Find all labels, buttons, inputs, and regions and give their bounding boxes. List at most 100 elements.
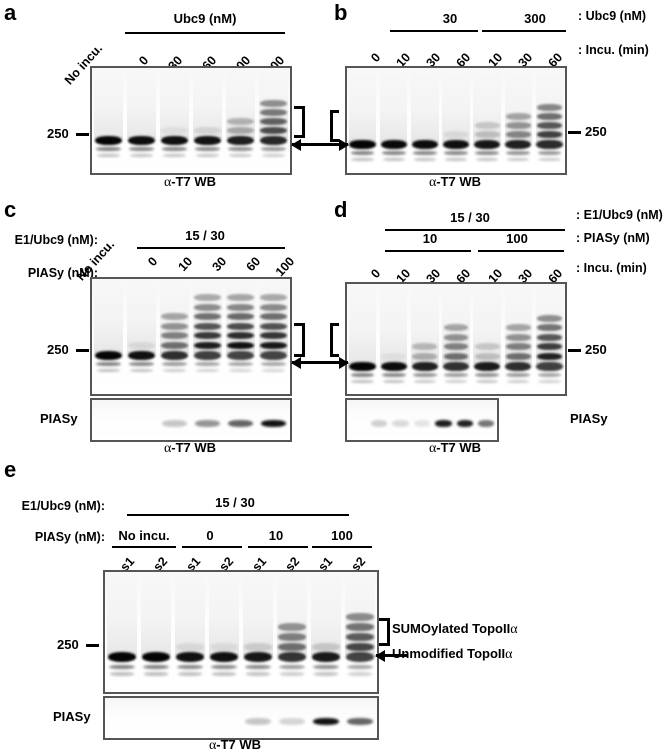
panel-letter-d: d: [334, 197, 348, 222]
gel-lane: [409, 68, 440, 173]
gel-lane: [139, 572, 173, 692]
unmodified-band-lower: [211, 664, 237, 669]
unmodified-band-lower: [444, 150, 468, 155]
panel-d-gel: [345, 282, 567, 396]
sumoylated-band: [443, 352, 469, 360]
gel-lane: [347, 68, 378, 173]
sumoylated-band: [505, 122, 531, 130]
sumoylated-band: [260, 294, 287, 302]
panel-d-mw-label: 250: [585, 342, 607, 357]
unmodified-band-tail: [177, 672, 203, 676]
piasy-lane: [347, 400, 368, 440]
lane-smear: [175, 574, 205, 655]
panel-e-annot-sumo-text: SUMOylated TopoII: [392, 621, 511, 636]
sumoylated-band: [346, 612, 374, 621]
unmodified-band-tail: [129, 153, 154, 157]
sumoylated-band: [346, 632, 374, 641]
unmodified-band-tail: [261, 368, 286, 372]
panel-a-wb-text: -T7 WB: [171, 174, 217, 189]
sumoylated-band: [260, 313, 287, 321]
panel-c-piasy-gel: [90, 398, 292, 442]
unmodified-band-lower: [109, 664, 135, 669]
panel-e-wb-text: -T7 WB: [216, 737, 262, 752]
piasy-lane: [224, 400, 257, 440]
lane-smear: [535, 70, 564, 142]
unmodified-band: [474, 139, 501, 149]
sumoylated-band: [505, 343, 531, 351]
lane-smear: [411, 286, 439, 364]
panel-d-group-line-1: [478, 250, 564, 252]
panel-e-group-line-top: [127, 514, 349, 516]
lane-smear: [442, 286, 470, 364]
panel-d-mw-dash: [568, 349, 581, 352]
gel-lane: [158, 279, 191, 394]
unmodified-band: [193, 350, 222, 360]
panel-e-piasy-label: PIASy: [53, 709, 91, 724]
unmodified-band-tail: [351, 157, 374, 161]
sumoylated-band: [505, 333, 531, 341]
panel-e-row-label-e1ubc9: E1/Ubc9 (nM):: [21, 499, 105, 513]
sumoylated-band: [260, 127, 287, 135]
unmodified-band: [141, 652, 171, 662]
sumoylated-band: [278, 632, 306, 641]
gel-lane: [105, 572, 139, 692]
gel-lane: [173, 572, 207, 692]
sumoylated-band: [161, 341, 188, 349]
unmodified-band-tail: [444, 379, 468, 383]
unmodified-band-lower: [194, 361, 221, 366]
piasy-lane: [343, 698, 377, 738]
alpha-glyph-e2: α: [505, 647, 513, 662]
panel-b-gel: [345, 66, 567, 175]
panel-letter-e: e: [4, 457, 17, 482]
unmodified-band: [209, 652, 239, 662]
panel-b-mw-dash: [568, 131, 581, 134]
panel-b-unmodified-arrow: [318, 143, 348, 146]
alpha-glyph-b: α: [428, 175, 437, 190]
piasy-band: [413, 420, 431, 427]
unmodified-band-lower: [161, 361, 188, 366]
sumoylated-band: [443, 131, 469, 139]
unmodified-band-tail: [245, 672, 271, 676]
alpha-glyph-a: α: [163, 175, 172, 190]
unmodified-band-tail: [211, 672, 237, 676]
gel-lane: [224, 279, 257, 394]
unmodified-band: [380, 361, 407, 371]
unmodified-band-lower: [350, 150, 375, 155]
lane-smear: [258, 70, 289, 138]
panel-e-unmodified-arrow: [376, 654, 408, 657]
unmodified-band: [160, 135, 189, 145]
gel-lane: [503, 68, 534, 173]
panel-e-annot-unmodified: Unmodified TopoIIα: [392, 647, 512, 662]
panel-e-header-value: 15 / 30: [215, 495, 255, 510]
lane-smear: [107, 574, 137, 655]
unmodified-band-tail: [195, 153, 220, 157]
lane-smear: [93, 281, 124, 353]
unmodified-band: [411, 139, 438, 149]
panel-d-row-label-e1ubc9: : E1/Ubc9 (nM): [576, 208, 663, 222]
sumoylated-band: [412, 352, 438, 360]
gel-lane: [534, 284, 565, 394]
lane-smear: [225, 70, 256, 138]
lane-smear: [277, 574, 307, 655]
gel-lane: [503, 284, 534, 394]
gel-lane: [309, 572, 343, 692]
lane-smear: [126, 281, 157, 353]
panel-d-group-line-0: [385, 250, 471, 252]
panel-b-row-label-incu: : Incu. (min): [578, 43, 649, 57]
panel-c-unmodified-arrow: [292, 361, 326, 364]
sumoylated-band: [227, 303, 254, 311]
lane-smear: [93, 70, 124, 138]
panel-e-piasy-gel: [103, 696, 379, 740]
unmodified-band-tail: [507, 157, 530, 161]
gel-lane: [472, 68, 503, 173]
panel-b-wb-caption: α-T7 WB: [375, 175, 535, 190]
gel-lane: [241, 572, 275, 692]
lane-smear: [159, 281, 190, 353]
panel-e-group-value-1: 0: [206, 528, 214, 543]
unmodified-band-lower: [279, 664, 305, 669]
panel-b-mw-label: 250: [585, 124, 607, 139]
alpha-glyph-e: α: [208, 738, 217, 753]
unmodified-band-tail: [143, 672, 169, 676]
unmodified-band: [536, 139, 563, 149]
sumoylated-band: [536, 122, 562, 130]
